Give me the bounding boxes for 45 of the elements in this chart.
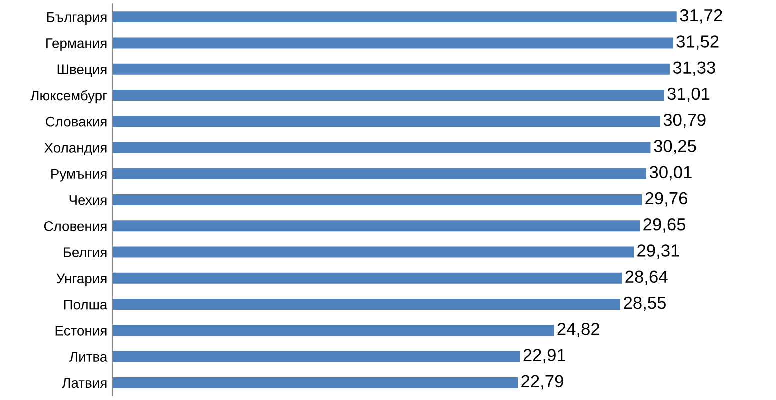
- data-label: 31,52: [676, 36, 719, 50]
- data-label: 31,01: [668, 88, 710, 102]
- data-label: 31,72: [680, 9, 722, 24]
- bar: [112, 325, 554, 336]
- bar: [112, 246, 634, 258]
- y-tick-label: Латвия: [62, 378, 107, 388]
- data-label: 22,79: [522, 375, 564, 390]
- bar: [112, 272, 622, 284]
- y-tick-label: Естония: [56, 326, 107, 336]
- y-tick-label: Словения: [44, 221, 107, 232]
- y-tick-label: Румъния: [52, 169, 107, 182]
- bar: [112, 90, 664, 101]
- bar: [112, 220, 640, 232]
- bar: [112, 116, 660, 128]
- bar: [112, 38, 674, 49]
- y-tick-label: Литва: [70, 352, 108, 362]
- data-label: 29,31: [638, 244, 680, 259]
- y-tick-label: Германия: [46, 38, 107, 52]
- bar: [112, 351, 520, 362]
- data-label: 24,82: [558, 323, 600, 338]
- data-label: 29,76: [646, 192, 688, 207]
- y-tick-label: Холандия: [44, 143, 107, 156]
- bar: [112, 12, 677, 23]
- bar: [112, 168, 646, 180]
- bar: [112, 142, 651, 154]
- y-tick-label: Чехия: [70, 195, 107, 206]
- bar: [112, 377, 518, 388]
- data-label: 30,01: [650, 166, 692, 181]
- y-tick-label: Полша: [64, 300, 108, 310]
- y-tick-label: Белгия: [64, 248, 107, 258]
- data-label: 28,64: [626, 270, 668, 286]
- y-tick-label: Швеция: [58, 64, 107, 78]
- y-tick-label: Словакия: [46, 116, 107, 127]
- y-tick-label: Люксембург: [30, 90, 108, 104]
- data-label: 31,33: [673, 62, 716, 76]
- bar: [112, 299, 620, 310]
- data-label: 29,65: [644, 218, 686, 233]
- data-label: 22,91: [524, 349, 566, 364]
- y-tick-label: Унгария: [56, 274, 107, 286]
- data-label: 30,25: [654, 140, 696, 154]
- y-tick-label: България: [47, 12, 107, 25]
- bar: [112, 64, 670, 75]
- data-label: 28,55: [624, 296, 666, 312]
- data-label: 30,79: [664, 114, 706, 128]
- bar: [112, 194, 642, 206]
